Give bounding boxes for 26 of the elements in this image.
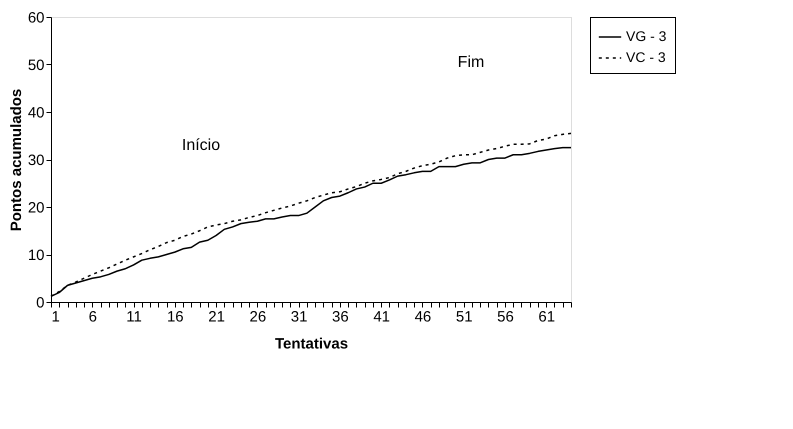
x-tick-label: 61 xyxy=(538,308,556,326)
legend-label: VG - 3 xyxy=(626,28,667,44)
annotation: Início xyxy=(182,137,220,154)
x-tick-label: 36 xyxy=(332,308,349,326)
x-tick-label: 41 xyxy=(373,308,390,326)
x-tick-label: 6 xyxy=(88,308,97,326)
x-tick-label: 31 xyxy=(290,308,308,326)
y-tick-label: 20 xyxy=(28,200,44,216)
x-tick-label: 21 xyxy=(208,308,225,326)
annotation: Fim xyxy=(458,54,484,71)
legend-label: VC - 3 xyxy=(626,49,666,65)
x-axis-title: Tentativas xyxy=(274,336,348,352)
x-tick-label: 26 xyxy=(250,308,266,326)
x-tick-label: 16 xyxy=(166,308,184,326)
x-tick-label: 51 xyxy=(456,308,473,326)
y-tick-label: 60 xyxy=(28,10,44,26)
y-tick-label: 50 xyxy=(28,57,44,74)
y-axis-title: Pontos acumulados xyxy=(8,88,25,232)
y-tick-label: 40 xyxy=(28,104,44,122)
x-tick-label: 56 xyxy=(497,308,514,326)
x-tick-label: 46 xyxy=(414,308,432,326)
x-tick-label: 11 xyxy=(126,308,142,326)
y-tick-label: 10 xyxy=(28,247,44,264)
x-tick-label: 1 xyxy=(52,308,60,326)
y-tick-label: 0 xyxy=(36,294,44,312)
y-tick-label: 30 xyxy=(28,152,44,169)
